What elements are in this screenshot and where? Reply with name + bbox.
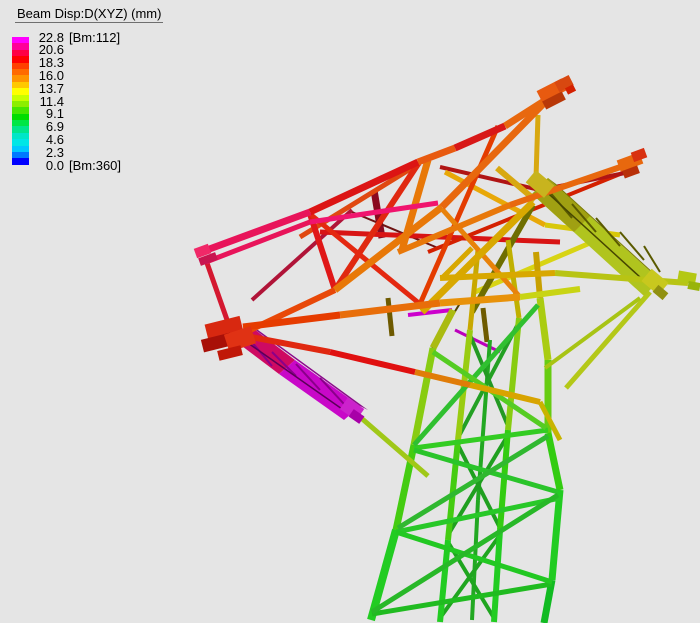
beam-member (438, 533, 502, 620)
joint-block (687, 281, 700, 291)
beam-member (396, 202, 512, 255)
beam-member (295, 363, 321, 391)
beam-member (480, 307, 490, 343)
beam-member (548, 489, 564, 581)
beam-member (469, 382, 541, 405)
beam-member (413, 447, 559, 495)
beam-member (437, 539, 451, 623)
beam-member (519, 286, 581, 300)
beam-member (446, 540, 496, 620)
lattice-panel (250, 326, 368, 410)
back-members (250, 165, 652, 623)
beam-member (544, 432, 564, 491)
beam-member (537, 400, 563, 442)
beam-member (429, 308, 457, 350)
joint-block (525, 170, 555, 198)
beam-member (539, 185, 653, 289)
beam-member (413, 427, 549, 451)
beam-member (439, 293, 521, 307)
beam-member (309, 200, 439, 225)
beam-member (407, 308, 453, 317)
joint-block (652, 284, 669, 301)
beam-member (414, 369, 471, 388)
beam-member (308, 212, 422, 306)
joint-blocks (193, 74, 700, 424)
beam-member (595, 217, 621, 247)
beam-member (495, 165, 537, 203)
beam-member (470, 499, 480, 621)
beam-member (419, 199, 536, 315)
beam-member (395, 529, 553, 585)
beam-member (509, 160, 633, 208)
joint-block (542, 91, 566, 110)
beam-member (643, 245, 661, 273)
joint-block (348, 409, 365, 424)
beam-member (332, 204, 445, 293)
beam-member (202, 208, 312, 255)
beam-member (319, 377, 345, 405)
joint-block (198, 252, 218, 266)
beam-member (540, 579, 556, 623)
beam-member (564, 290, 652, 390)
beam-member (307, 213, 338, 291)
beam-member (205, 219, 311, 265)
beam-member (271, 351, 297, 377)
beam-member (439, 270, 556, 281)
beam-member (332, 162, 421, 292)
beam-member (453, 122, 507, 152)
joint-block (217, 345, 243, 361)
joint-block (622, 165, 640, 179)
beam-member (536, 297, 552, 361)
beam-member (505, 317, 522, 431)
beam-member (439, 95, 552, 210)
joint-block (193, 243, 212, 259)
beam-member (543, 296, 642, 370)
beam-member (476, 339, 492, 501)
beam-member (619, 231, 645, 261)
beam-member (440, 246, 474, 280)
beam-member (497, 429, 511, 531)
joint-block (204, 315, 244, 341)
beam-member (454, 328, 501, 354)
beam-member (410, 347, 437, 446)
beam-member (439, 165, 541, 192)
beam-member (533, 114, 541, 179)
beam-member (308, 158, 420, 216)
front-members (202, 93, 689, 417)
beam-member (396, 433, 550, 531)
joint-block (630, 147, 648, 163)
beam-member (371, 581, 553, 617)
beam-member (298, 160, 422, 240)
beam-member (505, 239, 522, 319)
beam-member (339, 299, 441, 319)
beam-member (469, 203, 536, 314)
beam-member (350, 408, 430, 478)
beam-member (416, 144, 457, 166)
beam-member (245, 333, 331, 355)
beam-member (467, 249, 481, 331)
beam-member (395, 495, 561, 535)
beam-member (491, 529, 503, 623)
beam-member (412, 303, 540, 447)
beam-member (329, 349, 416, 375)
joint-block (564, 84, 577, 95)
joint-block (554, 74, 574, 93)
beam-member (242, 311, 341, 331)
joint-block (677, 270, 697, 285)
beam-member (367, 528, 400, 622)
beam-member (385, 297, 395, 337)
beam-member (250, 208, 354, 302)
beam-member (417, 124, 501, 306)
beam-member (571, 203, 597, 233)
beam-member (237, 335, 353, 417)
beam-member (370, 492, 560, 615)
beam-member (474, 240, 591, 295)
joint-block (223, 326, 257, 352)
